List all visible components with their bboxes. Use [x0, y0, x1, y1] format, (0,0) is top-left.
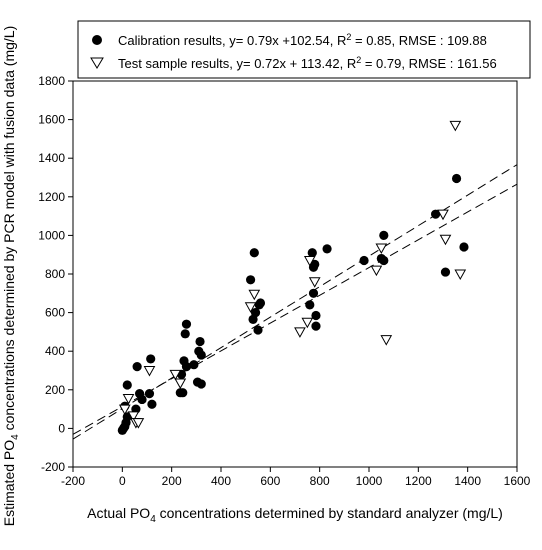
data-point-calibration: [379, 255, 389, 266]
data-point-calibration: [322, 244, 332, 254]
x-tick-label: 200: [162, 474, 182, 488]
data-point-calibration: [307, 248, 317, 258]
y-tick-label: 1200: [38, 190, 65, 204]
data-point-calibration: [459, 242, 469, 252]
y-tick-label: 1800: [38, 74, 65, 88]
data-point-calibration: [181, 319, 192, 329]
data-point-test-sample: [380, 335, 393, 346]
data-point-calibration: [189, 360, 199, 370]
legend-marker-open-triangle: [90, 57, 104, 69]
data-point-test-sample: [308, 277, 321, 288]
data-point-calibration: [196, 379, 206, 389]
data-point-test-sample: [174, 378, 187, 390]
y-tick-label: 800: [45, 267, 65, 281]
data-point-calibration: [178, 388, 188, 398]
data-point-calibration: [181, 362, 192, 372]
y-tick-label: 400: [45, 344, 65, 358]
legend-label-calibration: Calibration results, y= 0.79x +102.54, R…: [118, 32, 487, 48]
data-point-test-sample: [244, 302, 257, 313]
data-point-calibration: [305, 300, 315, 310]
data-point-test-sample: [127, 411, 140, 422]
x-tick-label: -200: [61, 474, 85, 488]
data-point-calibration: [196, 350, 206, 360]
data-point-test-sample: [294, 327, 306, 338]
data-point-test-sample: [248, 289, 261, 301]
y-tick-label: 0: [58, 421, 65, 435]
data-point-calibration: [379, 230, 389, 240]
data-point-test-sample: [169, 369, 182, 381]
y-tick-label: 1000: [38, 228, 65, 242]
x-axis-label: Actual PO4 concentrations determined by …: [87, 505, 503, 525]
axes: -200 0 200 400 600 800 1000 1200 1400 1600 -200 0 20…: [38, 74, 530, 488]
legend-item-calibration: Calibration results, y= 0.79x +102.54, R…: [92, 32, 487, 48]
data-point-calibration: [132, 362, 142, 372]
data-point-test-sample: [118, 404, 131, 416]
data-point-calibration: [311, 321, 321, 331]
data-point-calibration: [146, 354, 156, 364]
data-point-test-sample: [143, 366, 156, 377]
data-point-calibration: [144, 389, 155, 399]
x-tick-label: 800: [310, 474, 330, 488]
data-point-test-sample: [449, 120, 462, 132]
data-point-test-sample: [370, 265, 383, 277]
legend-item-test-sample: Test sample results, y= 0.72x + 113.42, …: [90, 55, 497, 71]
data-point-calibration: [180, 329, 190, 339]
data-point-calibration: [249, 248, 259, 258]
legend-box: [77, 20, 531, 79]
y-tick-label: 1600: [38, 113, 65, 127]
data-point-calibration: [122, 380, 132, 390]
x-tick-label: 600: [260, 474, 280, 488]
data-point-test-sample: [301, 317, 314, 329]
legend-marker-filled-circle: [92, 35, 102, 45]
data-point-calibration: [359, 255, 369, 266]
y-tick-label: 600: [45, 306, 65, 320]
data-point-calibration: [255, 298, 266, 308]
x-tick-label: 1000: [356, 474, 383, 488]
data-point-calibration: [195, 336, 205, 347]
x-tick-label: 400: [211, 474, 231, 488]
y-tick-label: 200: [45, 383, 65, 397]
y-tick-label: -200: [41, 460, 65, 474]
data-point-calibration: [246, 275, 256, 285]
data-point-calibration: [308, 288, 319, 298]
legend: Calibration results, y= 0.79x +102.54, R…: [77, 20, 531, 79]
x-tick-label: 1600: [504, 474, 531, 488]
data-point-calibration: [451, 173, 462, 184]
data-point-test-sample: [437, 209, 449, 221]
legend-label-test-sample: Test sample results, y= 0.72x + 113.42, …: [118, 55, 497, 71]
data-point-test-sample: [132, 418, 145, 429]
data-marks: [117, 120, 469, 435]
data-point-test-sample: [303, 255, 316, 267]
x-tick-label: 1400: [454, 474, 481, 488]
data-point-calibration: [440, 267, 451, 277]
y-axis-label: Estimated PO4 concentrations determined …: [1, 26, 21, 526]
data-point-calibration: [253, 325, 263, 335]
x-tick-label: 1200: [405, 474, 432, 488]
data-point-calibration: [147, 399, 157, 409]
data-point-test-sample: [454, 269, 467, 281]
data-point-test-sample: [375, 243, 388, 254]
data-point-calibration: [431, 209, 441, 219]
x-tick-label: 0: [119, 474, 126, 488]
data-point-calibration: [250, 308, 261, 318]
data-point-calibration: [311, 310, 321, 321]
y-tick-label: 1400: [38, 151, 65, 165]
data-point-test-sample: [122, 393, 135, 405]
data-point-calibration: [310, 259, 320, 269]
data-point-calibration: [137, 394, 147, 405]
data-point-test-sample: [439, 234, 452, 246]
